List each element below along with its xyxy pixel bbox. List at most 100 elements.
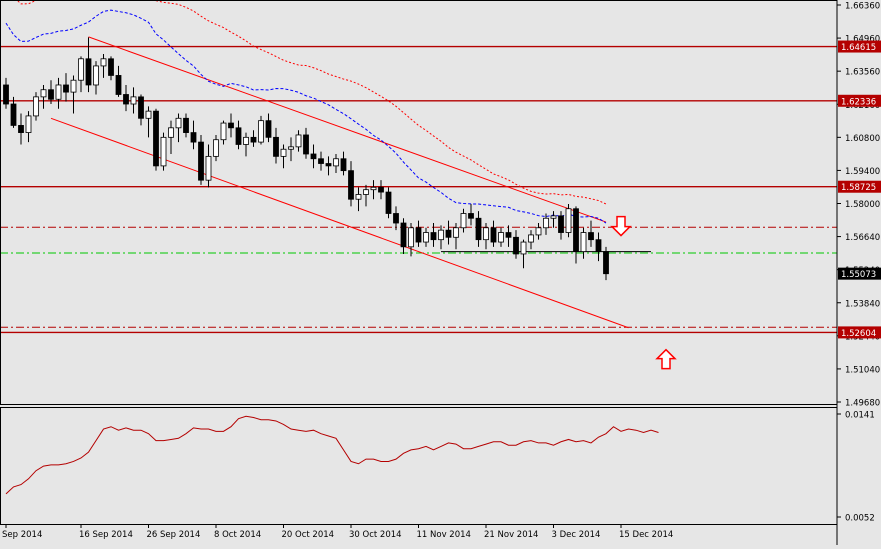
candle-body [33, 96, 39, 117]
candle-body [213, 139, 219, 157]
candle-body [415, 227, 422, 243]
candle-body [160, 136, 167, 167]
y-tick-label: 1.63560 [845, 68, 880, 78]
candle-body [363, 189, 369, 195]
last-price-box [838, 267, 881, 280]
candle-body [265, 120, 272, 138]
candle-body [573, 208, 579, 252]
candle [415, 220, 422, 247]
candle [580, 227, 587, 259]
candle-body [550, 215, 557, 219]
level-label-box [838, 94, 881, 107]
candle [48, 80, 54, 105]
candle-body [295, 134, 302, 148]
x-tick-label: 11 Nov 2014 [417, 530, 471, 540]
candle-body [370, 186, 377, 191]
candle [213, 134, 219, 162]
candle [408, 223, 414, 257]
candle-body [190, 132, 197, 143]
x-tick-label: 30 Oct 2014 [349, 530, 402, 540]
candle [100, 54, 107, 78]
candle [505, 225, 512, 247]
candle [535, 223, 542, 240]
sell-arrow [610, 215, 632, 237]
candle [228, 113, 234, 138]
candle [250, 130, 257, 147]
indicator-plot [5, 415, 659, 495]
buy-arrow [655, 348, 677, 370]
candle-body [588, 232, 594, 241]
candle-body [558, 215, 564, 233]
y-tick-label: 1.59400 [845, 167, 880, 177]
candle-body [543, 217, 549, 229]
candle-body [483, 227, 489, 241]
candle [475, 211, 482, 247]
candle [558, 211, 564, 240]
candle-body [243, 136, 249, 145]
candle-body [123, 94, 129, 105]
candle-body [445, 229, 452, 238]
candle-body [468, 213, 474, 219]
candle-body [385, 191, 392, 214]
candle-body [355, 194, 362, 200]
candle [310, 144, 317, 169]
candle [550, 211, 557, 228]
candle-body [108, 58, 114, 76]
candle [453, 223, 459, 250]
candle-body [288, 146, 294, 150]
candle-body [460, 213, 467, 229]
candle [423, 227, 429, 247]
candle-body [220, 122, 227, 141]
x-tick-label: 8 Oct 2014 [214, 530, 261, 540]
candle-body [168, 127, 174, 138]
candle-body [528, 234, 534, 243]
x-tick-label: 16 Sep 2014 [79, 530, 133, 540]
candle-body [145, 110, 152, 119]
candle [258, 115, 264, 145]
candle-body [348, 170, 354, 200]
candle [220, 120, 227, 145]
level-label: 1.62336 [841, 97, 876, 107]
last-price-label: 1.55073 [841, 270, 876, 280]
candle-body [100, 58, 107, 67]
candle [393, 206, 399, 231]
candle-body [565, 208, 572, 233]
candle [460, 208, 467, 233]
ma-slow-line [16, 0, 607, 205]
candle [483, 223, 489, 250]
candle-body [513, 236, 519, 255]
candle-body [78, 58, 84, 81]
y-tick-label: 1.60800 [845, 134, 880, 144]
candle [123, 84, 129, 112]
candle [385, 187, 392, 219]
candle [498, 227, 504, 247]
candle-body [70, 79, 77, 93]
y-tick-label: 1.66360 [845, 2, 880, 12]
candle-body [235, 127, 242, 145]
candle-body [595, 239, 602, 252]
candle [318, 151, 324, 171]
candle [168, 120, 174, 154]
candle-body [340, 158, 347, 172]
y-tick-label: 1.53840 [845, 299, 880, 309]
candle-body [490, 227, 497, 243]
x-tick-label: 3 Dec 2014 [552, 530, 601, 540]
candle-body [303, 134, 309, 155]
candle-body [475, 217, 482, 241]
candle-body [498, 232, 504, 243]
candle [10, 96, 17, 128]
candle [190, 120, 197, 150]
candle [280, 144, 287, 169]
candle-body [535, 227, 542, 236]
candle-body [430, 232, 437, 241]
candle [25, 111, 32, 143]
candle-body [273, 136, 279, 157]
candle-body [258, 120, 264, 143]
candle-body [505, 232, 512, 238]
oscillator-line [5, 415, 659, 495]
candle-body [438, 229, 444, 241]
x-tick-label: 26 Sep 2014 [147, 530, 201, 540]
candle-body [25, 115, 32, 133]
candle [340, 151, 347, 176]
